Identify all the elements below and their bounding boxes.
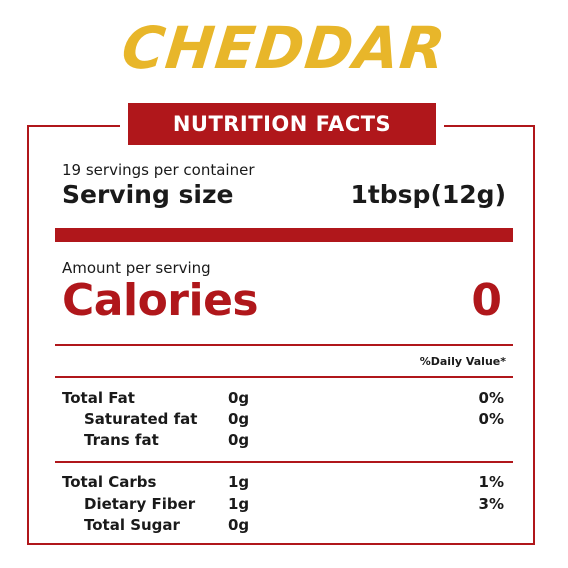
nutrient-name: Total Sugar	[84, 516, 180, 534]
nutrient-name: Dietary Fiber	[84, 495, 196, 513]
nutrient-row: Total Fat 0g 0%	[62, 389, 506, 411]
nutrient-daily-value: 3%	[478, 495, 504, 513]
nutrient-amount: 1g	[228, 473, 250, 491]
serving-size-row: Serving size 1tbsp(12g)	[62, 180, 506, 216]
nutrient-amount: 0g	[228, 431, 250, 449]
nutrient-name: Total Carbs	[62, 473, 157, 491]
nutrient-amount: 0g	[228, 410, 250, 428]
daily-value-header: %Daily Value*	[419, 355, 506, 368]
nutrient-row: Total Sugar 0g	[62, 516, 506, 538]
thick-divider	[55, 228, 513, 242]
nutrient-name: Trans fat	[84, 431, 159, 449]
nutrient-amount: 0g	[228, 389, 250, 407]
divider	[55, 376, 513, 378]
calories-value: 0	[471, 275, 502, 326]
serving-size-label: Serving size	[62, 180, 234, 209]
panel-title: NUTRITION FACTS	[120, 103, 444, 145]
calories-label: Calories	[62, 275, 259, 326]
nutrient-row: Trans fat 0g	[62, 431, 506, 453]
nutrient-amount: 1g	[228, 495, 250, 513]
nutrient-amount: 0g	[228, 516, 250, 534]
nutrient-name: Total Fat	[62, 389, 135, 407]
nutrient-name: Saturated fat	[84, 410, 198, 428]
divider	[55, 344, 513, 346]
servings-per-container: 19 servings per container	[62, 161, 255, 179]
amount-per-serving: Amount per serving	[62, 259, 211, 277]
nutrient-row: Total Carbs 1g 1%	[62, 473, 506, 495]
brand-logo: CHEDDAR	[118, 14, 450, 82]
calories-row: Calories 0	[62, 275, 506, 335]
divider	[55, 461, 513, 463]
nutrient-daily-value: 1%	[478, 473, 504, 491]
nutrient-row: Dietary Fiber 1g 3%	[62, 495, 506, 517]
serving-size-value: 1tbsp(12g)	[350, 180, 506, 209]
nutrient-daily-value: 0%	[478, 410, 504, 428]
nutrient-daily-value: 0%	[478, 389, 504, 407]
nutrient-row: Saturated fat 0g 0%	[62, 410, 506, 432]
